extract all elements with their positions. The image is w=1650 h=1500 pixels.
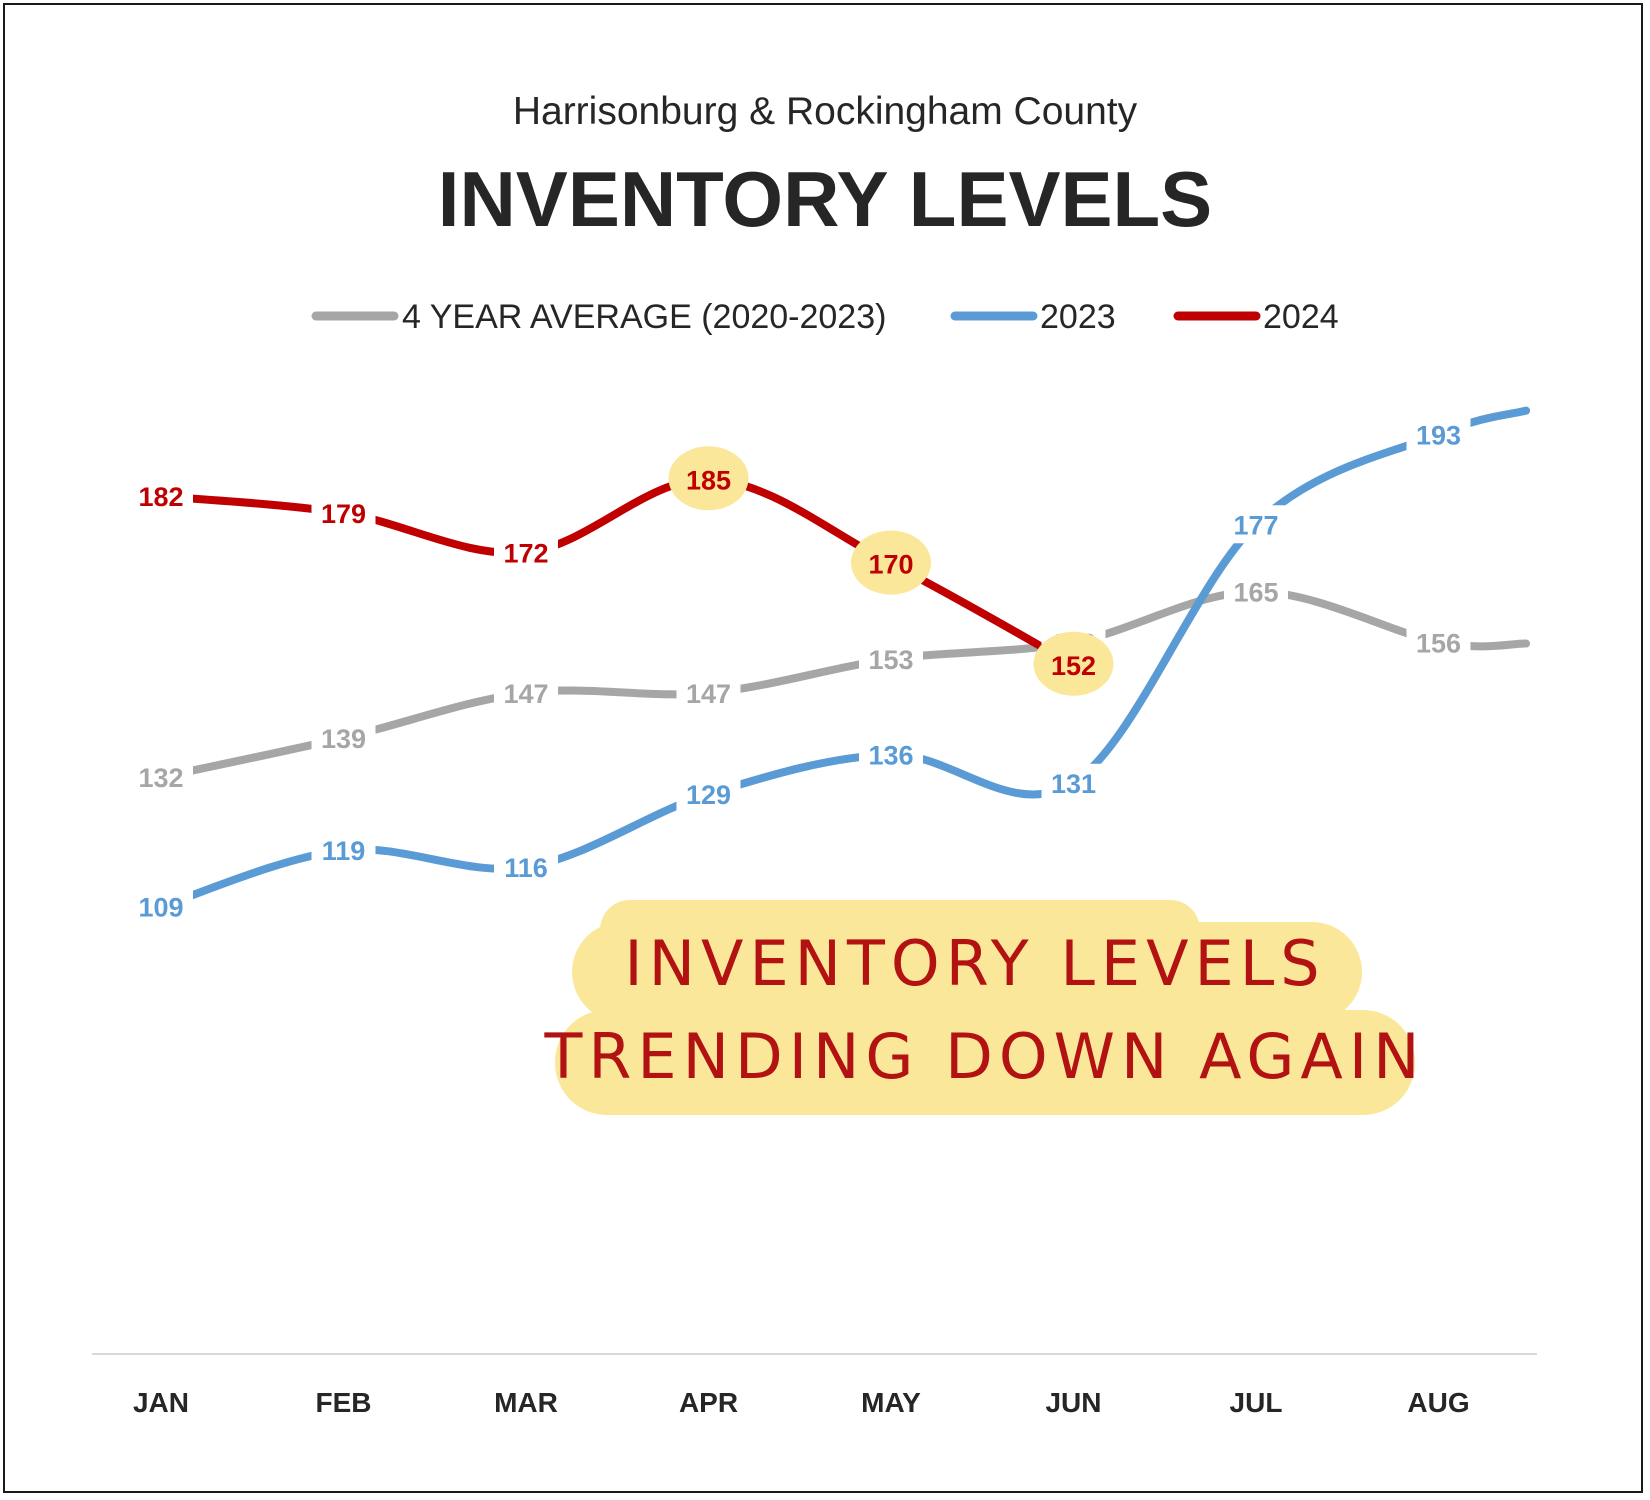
data-label-text: 193: [1416, 420, 1461, 450]
data-label-2023-jun: 131: [1041, 763, 1106, 802]
x-tick-jan: JAN: [133, 1387, 189, 1418]
data-label-text: 132: [138, 763, 183, 793]
legend-label-2023: 2023: [1040, 298, 1116, 336]
x-tick-apr: APR: [679, 1387, 738, 1418]
data-label-text: 109: [138, 892, 183, 922]
label-knockout: [859, 640, 923, 679]
data-label-2024-mar: 172: [494, 533, 558, 572]
x-axis-ticks: JAN FEB MAR APR MAY JUN JUL AUG: [133, 1387, 1470, 1418]
label-knockout: [676, 673, 741, 712]
data-label-2024-apr: 185: [668, 446, 749, 511]
data-label-text: 131: [1051, 769, 1096, 799]
data-label-text: 156: [1416, 628, 1461, 658]
data-labels-layer: 1321391471471531561651561091191161291361…: [129, 415, 1471, 926]
label-highlight-jun: [1033, 631, 1114, 696]
data-label-4-year-average-2020-2023-may: 153: [859, 640, 923, 679]
data-label-text: 177: [1233, 510, 1278, 540]
data-label-text: 185: [686, 465, 731, 495]
label-knockout: [1224, 572, 1288, 611]
data-label-text: 136: [868, 741, 913, 771]
label-knockout: [859, 735, 923, 774]
label-knockout: [494, 533, 558, 572]
label-knockout: [1041, 763, 1106, 802]
data-label-4-year-average-2020-2023-jan: 132: [129, 758, 193, 797]
data-label-2023-aug: 193: [1406, 415, 1471, 454]
data-label-4-year-average-2020-2023-mar: 147: [494, 673, 558, 712]
series-2024: [157, 475, 1078, 669]
legend-label-2024: 2024: [1263, 298, 1339, 336]
data-label-text: 147: [503, 679, 548, 709]
legend: 4 YEAR AVERAGE (2020-2023) 2023 2024: [311, 298, 1339, 336]
data-label-2023-may: 136: [859, 735, 923, 774]
data-label-text: 182: [138, 482, 183, 512]
data-label-4-year-average-2020-2023-apr: 147: [676, 673, 741, 712]
label-knockout: [676, 775, 741, 814]
legend-label-4-year-average-2020-2023: 4 YEAR AVERAGE (2020-2023): [402, 298, 886, 336]
data-label-text: 153: [868, 645, 913, 675]
x-tick-feb: FEB: [316, 1387, 372, 1418]
series-line-2024: [157, 475, 1078, 669]
annotation: INVENTORY LEVELS TRENDING DOWN AGAIN: [543, 900, 1425, 1115]
data-label-2024-jan: 182: [129, 477, 193, 516]
label-knockout: [129, 477, 193, 516]
x-tick-jun: JUN: [1045, 1387, 1101, 1418]
chart-frame: [3, 3, 1643, 1493]
data-label-text: 129: [686, 780, 731, 810]
data-label-2023-mar: 116: [494, 848, 558, 887]
data-label-text: 152: [1051, 651, 1096, 681]
label-knockout: [129, 758, 193, 797]
label-knockout: [311, 494, 376, 533]
label-knockout: [494, 848, 558, 887]
annotation-line-1: INVENTORY LEVELS: [624, 927, 1325, 1000]
x-tick-jul: JUL: [1230, 1387, 1283, 1418]
data-label-text: 139: [321, 724, 366, 754]
data-label-2024-may: 170: [851, 530, 931, 595]
label-knockout: [311, 718, 376, 757]
data-label-2023-apr: 129: [676, 775, 741, 814]
data-label-4-year-average-2020-2023-aug: 156: [1406, 623, 1471, 662]
data-label-text: 170: [868, 550, 913, 580]
annotation-highlight: [555, 900, 1415, 1115]
data-label-2023-jul: 177: [1224, 505, 1288, 544]
label-knockout: [129, 887, 193, 926]
data-label-2024-jun: 152: [1033, 631, 1114, 696]
data-label-text: 179: [321, 499, 366, 529]
data-label-2023-jan: 109: [129, 887, 193, 926]
data-label-text: 172: [503, 538, 548, 568]
x-tick-aug: AUG: [1407, 1387, 1469, 1418]
annotation-line-2: TRENDING DOWN AGAIN: [543, 1020, 1425, 1093]
label-knockout: [311, 831, 376, 870]
data-label-text: 165: [1233, 578, 1278, 608]
label-knockout: [1406, 415, 1471, 454]
label-knockout: [1406, 623, 1471, 662]
data-label-2023-feb: 119: [311, 831, 376, 870]
label-highlight-apr: [668, 446, 749, 511]
x-tick-mar: MAR: [494, 1387, 558, 1418]
label-highlight-may: [851, 530, 931, 595]
data-label-text: 119: [322, 836, 366, 866]
label-knockout: [1224, 505, 1288, 544]
chart-subtitle: Harrisonburg & Rockingham County: [513, 90, 1138, 133]
data-label-text: 116: [504, 853, 548, 883]
x-tick-may: MAY: [861, 1387, 921, 1418]
data-label-2024-feb: 179: [311, 494, 376, 533]
data-label-4-year-average-2020-2023-jul: 165: [1224, 572, 1288, 611]
data-label-text: 147: [686, 679, 731, 709]
chart-title: INVENTORY LEVELS: [438, 155, 1212, 243]
data-label-4-year-average-2020-2023-feb: 139: [311, 718, 376, 757]
label-knockout: [494, 673, 558, 712]
